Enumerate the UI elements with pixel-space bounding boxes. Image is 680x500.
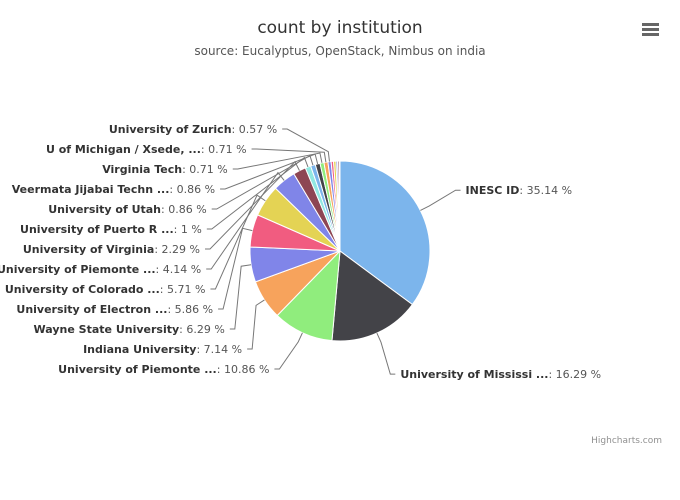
- label-value: : 5.71 %: [160, 283, 206, 296]
- label-value: : 35.14 %: [519, 184, 572, 197]
- label-name: INESC ID: [466, 184, 520, 197]
- data-label: INESC ID: 35.14 %: [466, 184, 573, 197]
- label-name: University of Piemonte ...: [58, 363, 217, 376]
- label-value: : 2.29 %: [154, 243, 200, 256]
- connector: [247, 299, 265, 350]
- data-label: University of Virginia: 2.29 %: [23, 243, 200, 256]
- data-label: University of Piemonte ...: 10.86 %: [58, 363, 269, 376]
- connector: [218, 227, 253, 310]
- data-label: Veermata Jijabai Techn ...: 0.86 %: [12, 183, 215, 196]
- data-label: University of Puerto R ...: 1 %: [20, 223, 202, 236]
- label-name: University of Colorado ...: [5, 283, 160, 296]
- label-name: University of Zurich: [109, 123, 232, 136]
- connector: [206, 156, 309, 230]
- data-label: University of Piemonte ...: 4.14 %: [0, 263, 201, 276]
- data-label: University of Utah: 0.86 %: [48, 203, 206, 216]
- label-name: University of Virginia: [23, 243, 155, 256]
- label-value: : 10.86 %: [217, 363, 270, 376]
- label-value: : 0.71 %: [201, 143, 247, 156]
- label-name: University of Utah: [48, 203, 161, 216]
- data-label: University of Electron ...: 5.86 %: [16, 303, 213, 316]
- label-value: : 5.86 %: [167, 303, 213, 316]
- label-name: University of Mississi ...: [400, 368, 548, 381]
- connector: [232, 152, 323, 170]
- label-value: : 7.14 %: [196, 343, 242, 356]
- connector: [376, 332, 396, 375]
- data-label: University of Zurich: 0.57 %: [109, 123, 277, 136]
- label-value: : 4.14 %: [156, 263, 202, 276]
- connector: [211, 154, 314, 210]
- connector: [282, 128, 330, 162]
- connector: [420, 189, 461, 211]
- label-value: : 1 %: [174, 223, 202, 236]
- label-value: : 6.29 %: [179, 323, 225, 336]
- data-label: U of Michigan / Xsede, ...: 0.71 %: [46, 143, 247, 156]
- menu-button[interactable]: [636, 16, 666, 42]
- chart-subtitle: source: Eucalyptus, OpenStack, Nimbus on…: [194, 44, 485, 58]
- label-value: : 0.71 %: [182, 163, 228, 176]
- data-label: Virginia Tech: 0.71 %: [102, 163, 228, 176]
- label-name: Veermata Jijabai Techn ...: [12, 183, 170, 196]
- label-value: : 0.86 %: [161, 203, 207, 216]
- chart-title: count by institution: [257, 18, 422, 38]
- connector: [251, 148, 327, 163]
- data-label: Wayne State University: 6.29 %: [34, 323, 225, 336]
- label-name: University of Piemonte ...: [0, 263, 156, 276]
- data-label: University of Colorado ...: 5.71 %: [5, 283, 206, 296]
- label-name: Indiana University: [83, 343, 196, 356]
- label-value: : 0.57 %: [232, 123, 278, 136]
- connector: [274, 332, 303, 370]
- credits[interactable]: Highcharts.com: [591, 436, 662, 446]
- label-name: University of Electron ...: [16, 303, 167, 316]
- connector: [206, 171, 285, 270]
- label-name: Wayne State University: [34, 323, 180, 336]
- label-value: : 16.29 %: [548, 368, 601, 381]
- label-name: University of Puerto R ...: [20, 223, 174, 236]
- label-name: U of Michigan / Xsede, ...: [46, 143, 201, 156]
- label-value: : 0.86 %: [169, 183, 215, 196]
- data-label: University of Mississi ...: 16.29 %: [400, 368, 601, 381]
- data-label: Indiana University: 7.14 %: [83, 343, 242, 356]
- pie-slice: [338, 160, 341, 252]
- pie-slice: [339, 160, 431, 306]
- label-name: Virginia Tech: [102, 163, 182, 176]
- connector: [210, 194, 266, 290]
- connector: [220, 153, 319, 190]
- connector: [229, 264, 252, 330]
